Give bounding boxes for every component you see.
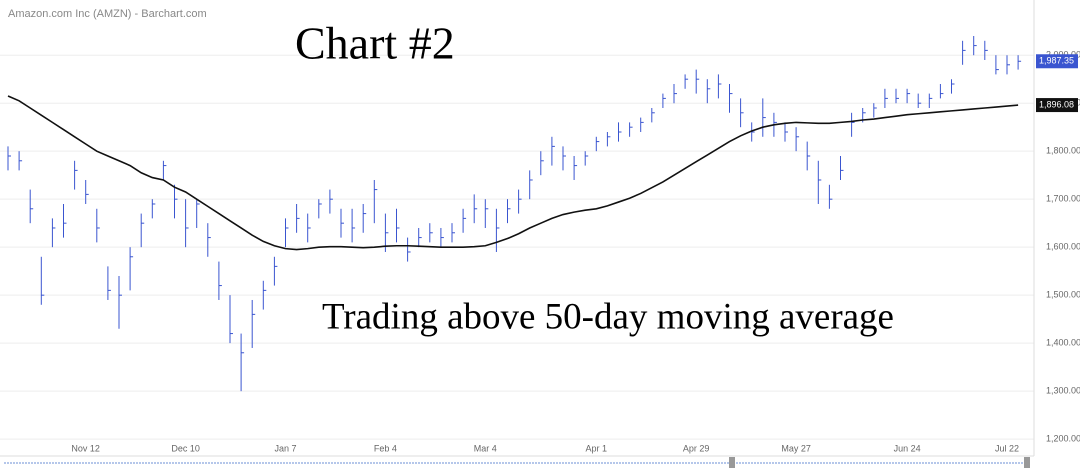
x-tick-label: Nov 12 [71,443,100,453]
y-tick-label: 1,800.00 [1046,146,1080,156]
annotation: Trading above 50-day moving average [322,296,894,337]
scroll-handle[interactable] [1024,457,1030,468]
y-tick-label: 1,400.00 [1046,338,1080,348]
x-tick-label: Apr 29 [683,443,710,453]
price-badge-label: 1,987.35 [1039,56,1074,66]
x-tick-label: Apr 1 [586,443,608,453]
x-tick-label: Jul 22 [995,443,1019,453]
price-badge [1036,98,1078,113]
annotation: Chart #2 [295,18,455,69]
x-tick-label: Jan 7 [274,443,296,453]
y-tick-label: 1,300.00 [1046,386,1080,396]
y-tick-label: 1,200.00 [1046,434,1080,444]
x-tick-label: Feb 4 [374,443,397,453]
price-badge-label: 1,896.08 [1039,99,1074,109]
scrollbar[interactable] [4,457,1030,468]
x-tick-label: Dec 10 [171,443,200,453]
scroll-handle[interactable] [729,457,735,468]
y-tick-label: 1,500.00 [1046,290,1080,300]
moving-average-line [7,95,1019,251]
y-tick-label: 1,700.00 [1046,194,1080,204]
chart-title: Amazon.com Inc (AMZN) - Barchart.com [8,8,207,20]
price-badge [1036,54,1078,69]
x-tick-label: May 27 [781,443,811,453]
x-tick-label: Jun 24 [894,443,921,453]
y-tick-label: 1,600.00 [1046,242,1080,252]
x-tick-label: Mar 4 [474,443,497,453]
